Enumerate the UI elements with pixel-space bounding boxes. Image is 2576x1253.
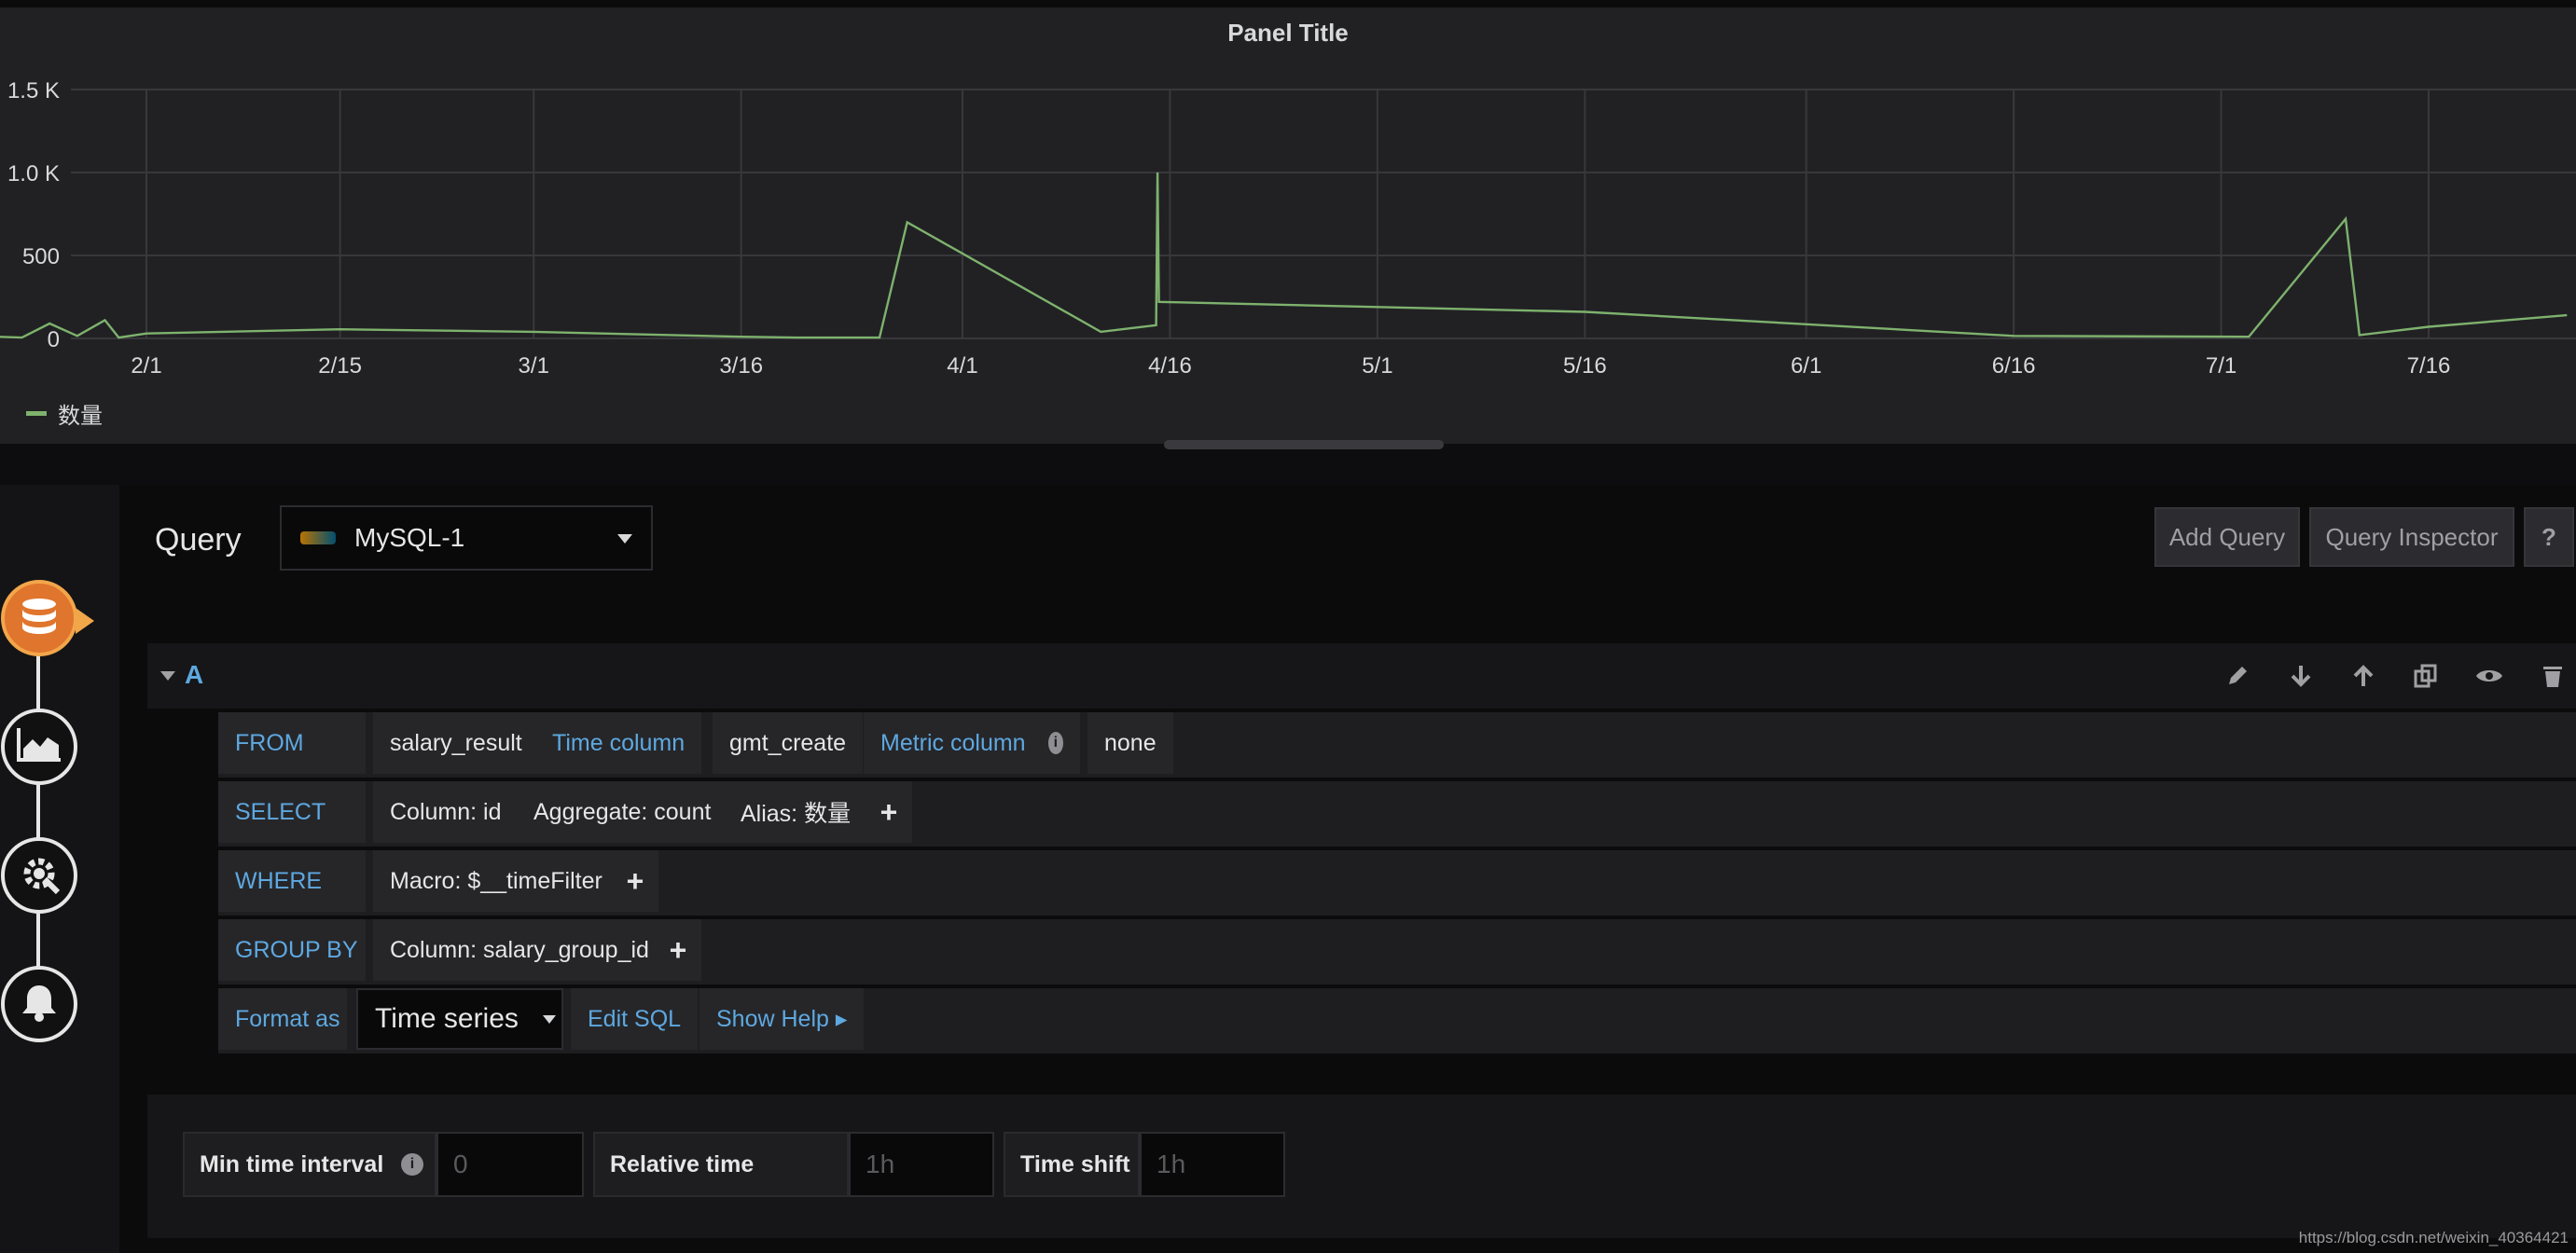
query-inspector-button[interactable]: Query Inspector (2309, 507, 2514, 567)
where-add-button[interactable]: + (612, 850, 658, 912)
format-row: Format as Time series Edit SQL Show Help… (218, 988, 2576, 1053)
group-by-add-button[interactable]: + (655, 919, 701, 981)
format-as-keyword: Format as (218, 988, 347, 1050)
datasource-name: MySQL-1 (354, 523, 465, 552)
select-keyword: SELECT (218, 781, 366, 843)
time-shift-input[interactable]: 1h (1140, 1132, 1285, 1197)
relative-time-label: Relative time (593, 1132, 849, 1197)
query-row-header (147, 643, 2576, 709)
x-tick-label: 2/1 (131, 353, 161, 379)
x-tick-label: 6/16 (1992, 353, 2036, 379)
group-by-row: GROUP BY Column: salary_group_id + (218, 919, 2576, 984)
add-query-button[interactable]: Add Query (2154, 507, 2300, 567)
x-tick-label: 7/16 (2407, 353, 2451, 379)
x-tick-label: 2/15 (318, 353, 362, 379)
where-row: WHERE Macro: $__timeFilter + (218, 850, 2576, 916)
select-row: SELECT Column: id Aggregate: count Alias… (218, 781, 2576, 847)
mysql-logo-icon (300, 531, 336, 544)
x-tick-label: 5/16 (1563, 353, 1607, 379)
x-tick-label: 7/1 (2206, 353, 2237, 379)
time-column-keyword: Time column (535, 712, 702, 774)
table-select[interactable]: salary_result (373, 712, 539, 774)
watermark-text: https://blog.csdn.net/weixin_40364421 (2298, 1229, 2569, 1246)
duplicate-icon[interactable] (2410, 660, 2442, 692)
format-select[interactable]: Time series (356, 988, 563, 1050)
trash-icon[interactable] (2537, 660, 2569, 692)
collapse-caret-icon[interactable] (160, 671, 175, 681)
x-tick-label: 3/16 (719, 353, 763, 379)
y-tick-label: 1.5 K (7, 78, 60, 103)
metric-column-select[interactable]: none (1087, 712, 1173, 774)
min-interval-label: Min time interval (183, 1132, 436, 1197)
graph-panel: Panel Title 0 500 1.0 K 1.5 K 2/1 2/15 3/1 3/16… (0, 7, 2576, 444)
edit-sql-button[interactable]: Edit SQL (571, 988, 699, 1050)
visualization-tab[interactable] (1, 709, 77, 785)
x-tick-label: 6/1 (1791, 353, 1821, 379)
info-icon[interactable]: i (1047, 732, 1063, 754)
metric-column-keyword: Metric column i (864, 712, 1080, 774)
info-icon[interactable]: i (401, 1153, 423, 1176)
x-tick-label: 3/1 (519, 353, 549, 379)
legend-label[interactable]: 数量 (58, 404, 103, 429)
time-column-select[interactable]: gmt_create (713, 712, 864, 774)
select-alias-part[interactable]: Alias: 数量 (724, 781, 868, 843)
caret-down-icon (617, 534, 632, 544)
gear-wrench-icon (17, 851, 62, 901)
relative-time-input[interactable]: 1h (849, 1132, 994, 1197)
alert-tab[interactable] (1, 966, 77, 1042)
series-line-0 (0, 172, 2568, 339)
help-button[interactable]: ? (2524, 507, 2574, 567)
caret-down-icon (542, 1014, 556, 1024)
y-tick-label: 0 (48, 327, 60, 352)
y-tick-label: 1.0 K (7, 161, 60, 186)
y-tick-label: 500 (22, 244, 60, 269)
legend-swatch (26, 411, 47, 416)
top-strip (0, 0, 2576, 7)
rail-connector (36, 615, 40, 1026)
query-ref-id[interactable]: A (185, 660, 204, 689)
database-icon (19, 596, 60, 641)
where-keyword: WHERE (218, 850, 366, 912)
where-macro-part[interactable]: Macro: $__timeFilter (373, 850, 619, 912)
min-interval-text: Min time interval (200, 1150, 384, 1177)
select-column-part[interactable]: Column: id (373, 781, 519, 843)
from-row: FROM salary_result Time column gmt_creat… (218, 712, 2576, 778)
metric-column-label: Metric column (880, 729, 1026, 756)
panel-title[interactable]: Panel Title (1227, 19, 1349, 47)
group-by-column-part[interactable]: Column: salary_group_id (373, 919, 666, 981)
min-interval-input[interactable]: 0 (436, 1132, 584, 1197)
x-tick-label: 4/16 (1148, 353, 1192, 379)
area-chart-icon (16, 726, 62, 768)
datasource-picker[interactable]: MySQL-1 (280, 505, 653, 571)
x-tick-label: 4/1 (947, 353, 977, 379)
select-aggregate-part[interactable]: Aggregate: count (517, 781, 728, 843)
panel-resize-handle[interactable] (1164, 440, 1444, 449)
edit-pencil-icon[interactable] (2222, 660, 2253, 692)
panel-chart: 0 500 1.0 K 1.5 K 2/1 2/15 3/1 3/16 4/1 4/16 5/1 5/… (0, 78, 2576, 379)
from-keyword: FROM (218, 712, 366, 774)
time-shift-label: Time shift (1004, 1132, 1140, 1197)
legend[interactable]: 数量 (26, 397, 103, 430)
show-help-button[interactable]: Show Help ▸ (699, 988, 865, 1050)
format-value: Time series (375, 1003, 519, 1034)
x-tick-label: 5/1 (1362, 353, 1392, 379)
select-add-button[interactable]: + (866, 781, 912, 843)
general-settings-tab[interactable] (1, 837, 77, 914)
move-down-icon[interactable] (2285, 660, 2317, 692)
eye-icon[interactable] (2473, 660, 2505, 692)
move-up-icon[interactable] (2347, 660, 2379, 692)
query-heading: Query (155, 522, 242, 558)
bell-icon (19, 982, 60, 1027)
group-by-keyword: GROUP BY (218, 919, 366, 981)
queries-tab[interactable] (1, 580, 94, 656)
